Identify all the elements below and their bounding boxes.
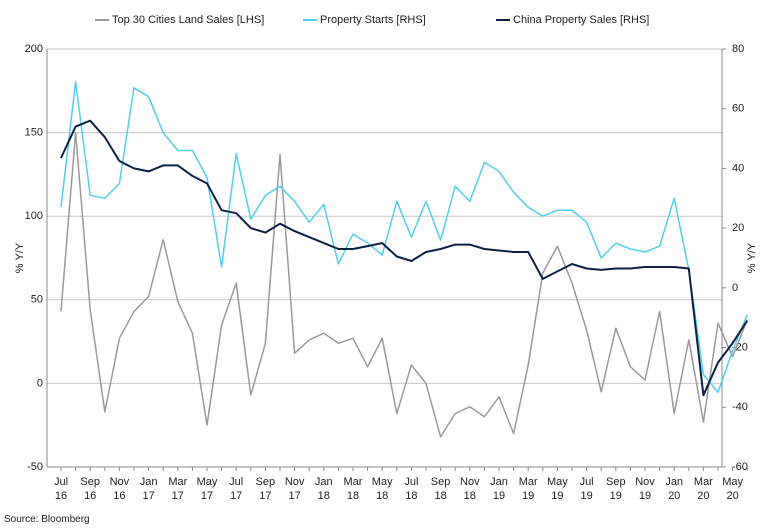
data-line: [60, 119, 749, 397]
x-tick-label: May 20: [722, 476, 743, 502]
x-tick-label: Jul 17: [229, 476, 244, 502]
x-tick-label: Mar 19: [518, 476, 538, 502]
x-tick-label: Sep 16: [80, 476, 100, 502]
x-tick-label: Mar 20: [693, 476, 713, 502]
y2-tick-label: 60: [732, 103, 744, 115]
x-tick-label: Jul 16: [53, 476, 69, 502]
x-tick-label: Sep 17: [255, 476, 276, 502]
y2-tick-label: 80: [732, 43, 744, 55]
y2-tick-label: -40: [732, 401, 748, 413]
x-tick-label: Jul 19: [579, 476, 594, 502]
x-tick-label: Jan 20: [665, 476, 684, 502]
data-line: [60, 81, 748, 394]
y-tick-label: 200: [25, 43, 43, 55]
x-tick-label: Jul 18: [404, 476, 419, 502]
x-tick-label: Mar 17: [168, 476, 188, 502]
y-tick-label: 50: [31, 294, 43, 306]
legend-label: China Property Sales [RHS]: [513, 14, 649, 26]
legend-label: Top 30 Cities Land Sales [LHS]: [112, 14, 264, 26]
x-tick-label: May 17: [196, 476, 218, 502]
y2-tick-label: 20: [732, 222, 744, 234]
x-tick-label: Nov 19: [635, 476, 655, 502]
y-tick-label: 0: [37, 377, 43, 389]
x-tick-label: Nov 16: [109, 476, 130, 502]
x-tick-label: Mar 18: [343, 476, 363, 502]
legend-label: Property Starts [RHS]: [320, 14, 426, 26]
data-line: [60, 131, 748, 438]
y-tick-label: -50: [27, 461, 43, 473]
y-axis-label: % Y/Y: [14, 242, 26, 273]
x-tick-label: Jan 19: [490, 476, 508, 502]
y2-tick-label: -60: [732, 461, 748, 473]
x-tick-label: Nov 17: [284, 476, 305, 502]
source-note: Source: Bloomberg: [4, 514, 90, 525]
y-tick-label: 150: [25, 127, 43, 139]
x-tick-label: Sep 18: [430, 476, 451, 502]
x-tick-label: May 18: [371, 476, 393, 502]
x-tick-label: Jan 17: [139, 476, 158, 502]
y2-tick-label: 0: [732, 282, 738, 294]
y2-tick-label: -20: [732, 341, 748, 353]
x-tick-label: Nov 18: [460, 476, 480, 502]
x-tick-label: Jan 18: [314, 476, 333, 502]
y2-tick-label: 40: [732, 162, 744, 174]
y2-axis-label: % Y/Y: [746, 242, 758, 273]
x-tick-label: Sep 19: [606, 476, 626, 502]
y-tick-label: 100: [25, 210, 43, 222]
x-tick-label: May 19: [547, 476, 568, 502]
